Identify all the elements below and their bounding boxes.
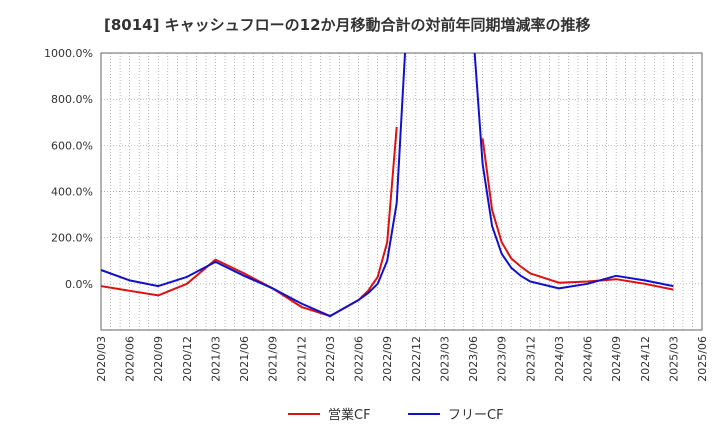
x-tick-label: 2023/12 [524,336,537,382]
x-tick-label: 2021/06 [238,336,251,382]
x-tick-label: 2021/03 [209,336,222,382]
y-tick-label: 400.0% [51,186,93,199]
x-tick-label: 2024/06 [582,336,595,382]
x-tick-label: 2025/03 [667,336,680,382]
series-line-free-cf-seg1 [473,53,674,290]
x-tick-label: 2024/03 [553,336,566,382]
series-line-free-cf-seg0 [101,53,407,318]
series-line-operating-cf-seg0 [101,126,398,318]
x-tick-label: 2025/06 [696,336,709,382]
x-tick-label: 2022/03 [324,336,337,382]
series-line-operating-cf-seg1 [481,138,674,291]
y-tick-label: 0.0% [65,278,93,291]
x-tick-label: 2020/09 [152,336,165,382]
x-tick-label: 2023/09 [496,336,509,382]
legend-label-free-cf: フリーCF [448,408,504,423]
legend-label-operating-cf: 営業CF [328,407,371,423]
x-tick-label: 2024/12 [639,336,652,382]
x-tick-label: 2020/03 [95,336,108,382]
series-group [101,53,674,318]
x-tick-label: 2020/12 [181,336,194,382]
x-tick-label: 2022/06 [353,336,366,382]
y-tick-label: 1000.0% [44,47,93,60]
x-tick-label: 2023/06 [467,336,480,382]
x-tick-label: 2024/09 [610,336,623,382]
chart-title: [8014] キャッシュフローの12か月移動合計の対前年同期増減率の推移 [104,16,591,34]
x-tick-label: 2022/09 [381,336,394,382]
y-tick-label: 600.0% [51,139,93,152]
x-tick-label: 2022/12 [410,336,423,382]
plot-frame [100,52,703,331]
x-tick-label: 2020/06 [124,336,137,382]
y-tick-label: 800.0% [51,93,93,106]
x-tick-label: 2021/09 [267,336,280,382]
y-tick-label: 200.0% [51,232,93,245]
x-tick-label: 2023/03 [438,336,451,382]
x-tick-label: 2021/12 [295,336,308,382]
